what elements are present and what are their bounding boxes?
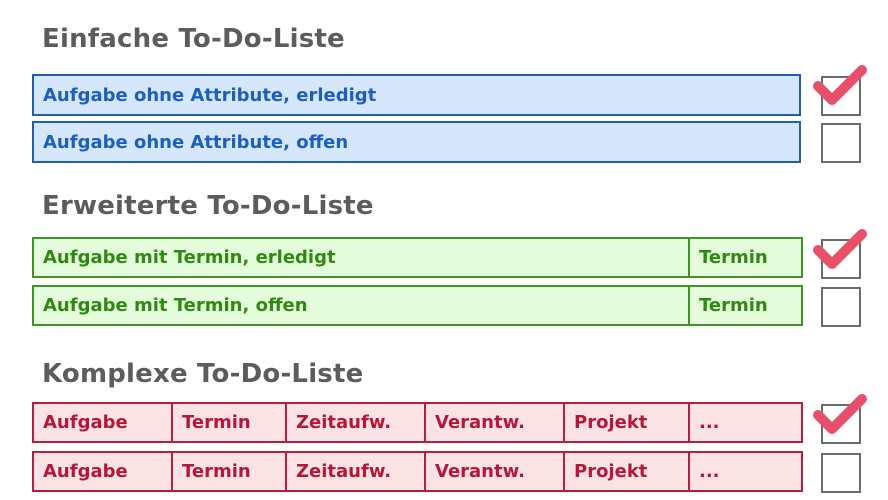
todo-row-simple-open[interactable]: Aufgabe ohne Attribute, offen	[32, 121, 801, 163]
task-due-date: Termin	[699, 247, 768, 268]
task-project-cell: Projekt	[565, 404, 690, 441]
todo-row-extended-open[interactable]: Aufgabe mit Termin, offen Termin	[32, 285, 803, 326]
task-text: Aufgabe mit Termin, offen	[34, 287, 690, 324]
task-due-date-cell: Termin	[173, 404, 287, 441]
task-owner-cell: Verantw.	[426, 453, 565, 490]
task-text: Aufgabe mit Termin, erledigt	[34, 239, 690, 276]
task-effort-cell: Zeitaufw.	[287, 404, 426, 441]
checkbox-complex-open[interactable]	[821, 453, 861, 493]
checkbox-extended-open[interactable]	[821, 287, 861, 327]
task-due-date-cell: Termin	[173, 453, 287, 490]
task-text: Aufgabe ohne Attribute, offen	[43, 131, 349, 153]
checkmark-icon	[813, 229, 867, 269]
task-project-cell: Projekt	[565, 453, 690, 490]
todo-row-complex-open[interactable]: Aufgabe Termin Zeitaufw. Verantw. Projek…	[32, 451, 803, 492]
todo-row-complex-done[interactable]: Aufgabe Termin Zeitaufw. Verantw. Projek…	[32, 402, 803, 443]
checkmark-icon	[813, 65, 867, 105]
task-owner-cell: Verantw.	[426, 404, 565, 441]
task-effort-cell: Zeitaufw.	[287, 453, 426, 490]
task-text: Aufgabe ohne Attribute, erledigt	[43, 84, 377, 106]
task-name-cell: Aufgabe	[34, 453, 173, 490]
heading-simple-list: Einfache To-Do-Liste	[42, 24, 345, 54]
task-more-cell: ...	[699, 461, 720, 482]
todo-row-simple-done[interactable]: Aufgabe ohne Attribute, erledigt	[32, 74, 801, 116]
checkmark-icon	[813, 394, 867, 434]
heading-complex-list: Komplexe To-Do-Liste	[42, 359, 364, 389]
task-name-cell: Aufgabe	[34, 404, 173, 441]
todo-row-extended-done[interactable]: Aufgabe mit Termin, erledigt Termin	[32, 237, 803, 278]
checkbox-simple-open[interactable]	[821, 123, 861, 163]
heading-extended-list: Erweiterte To-Do-Liste	[42, 191, 374, 221]
task-more-cell: ...	[699, 412, 720, 433]
task-due-date: Termin	[699, 295, 768, 316]
